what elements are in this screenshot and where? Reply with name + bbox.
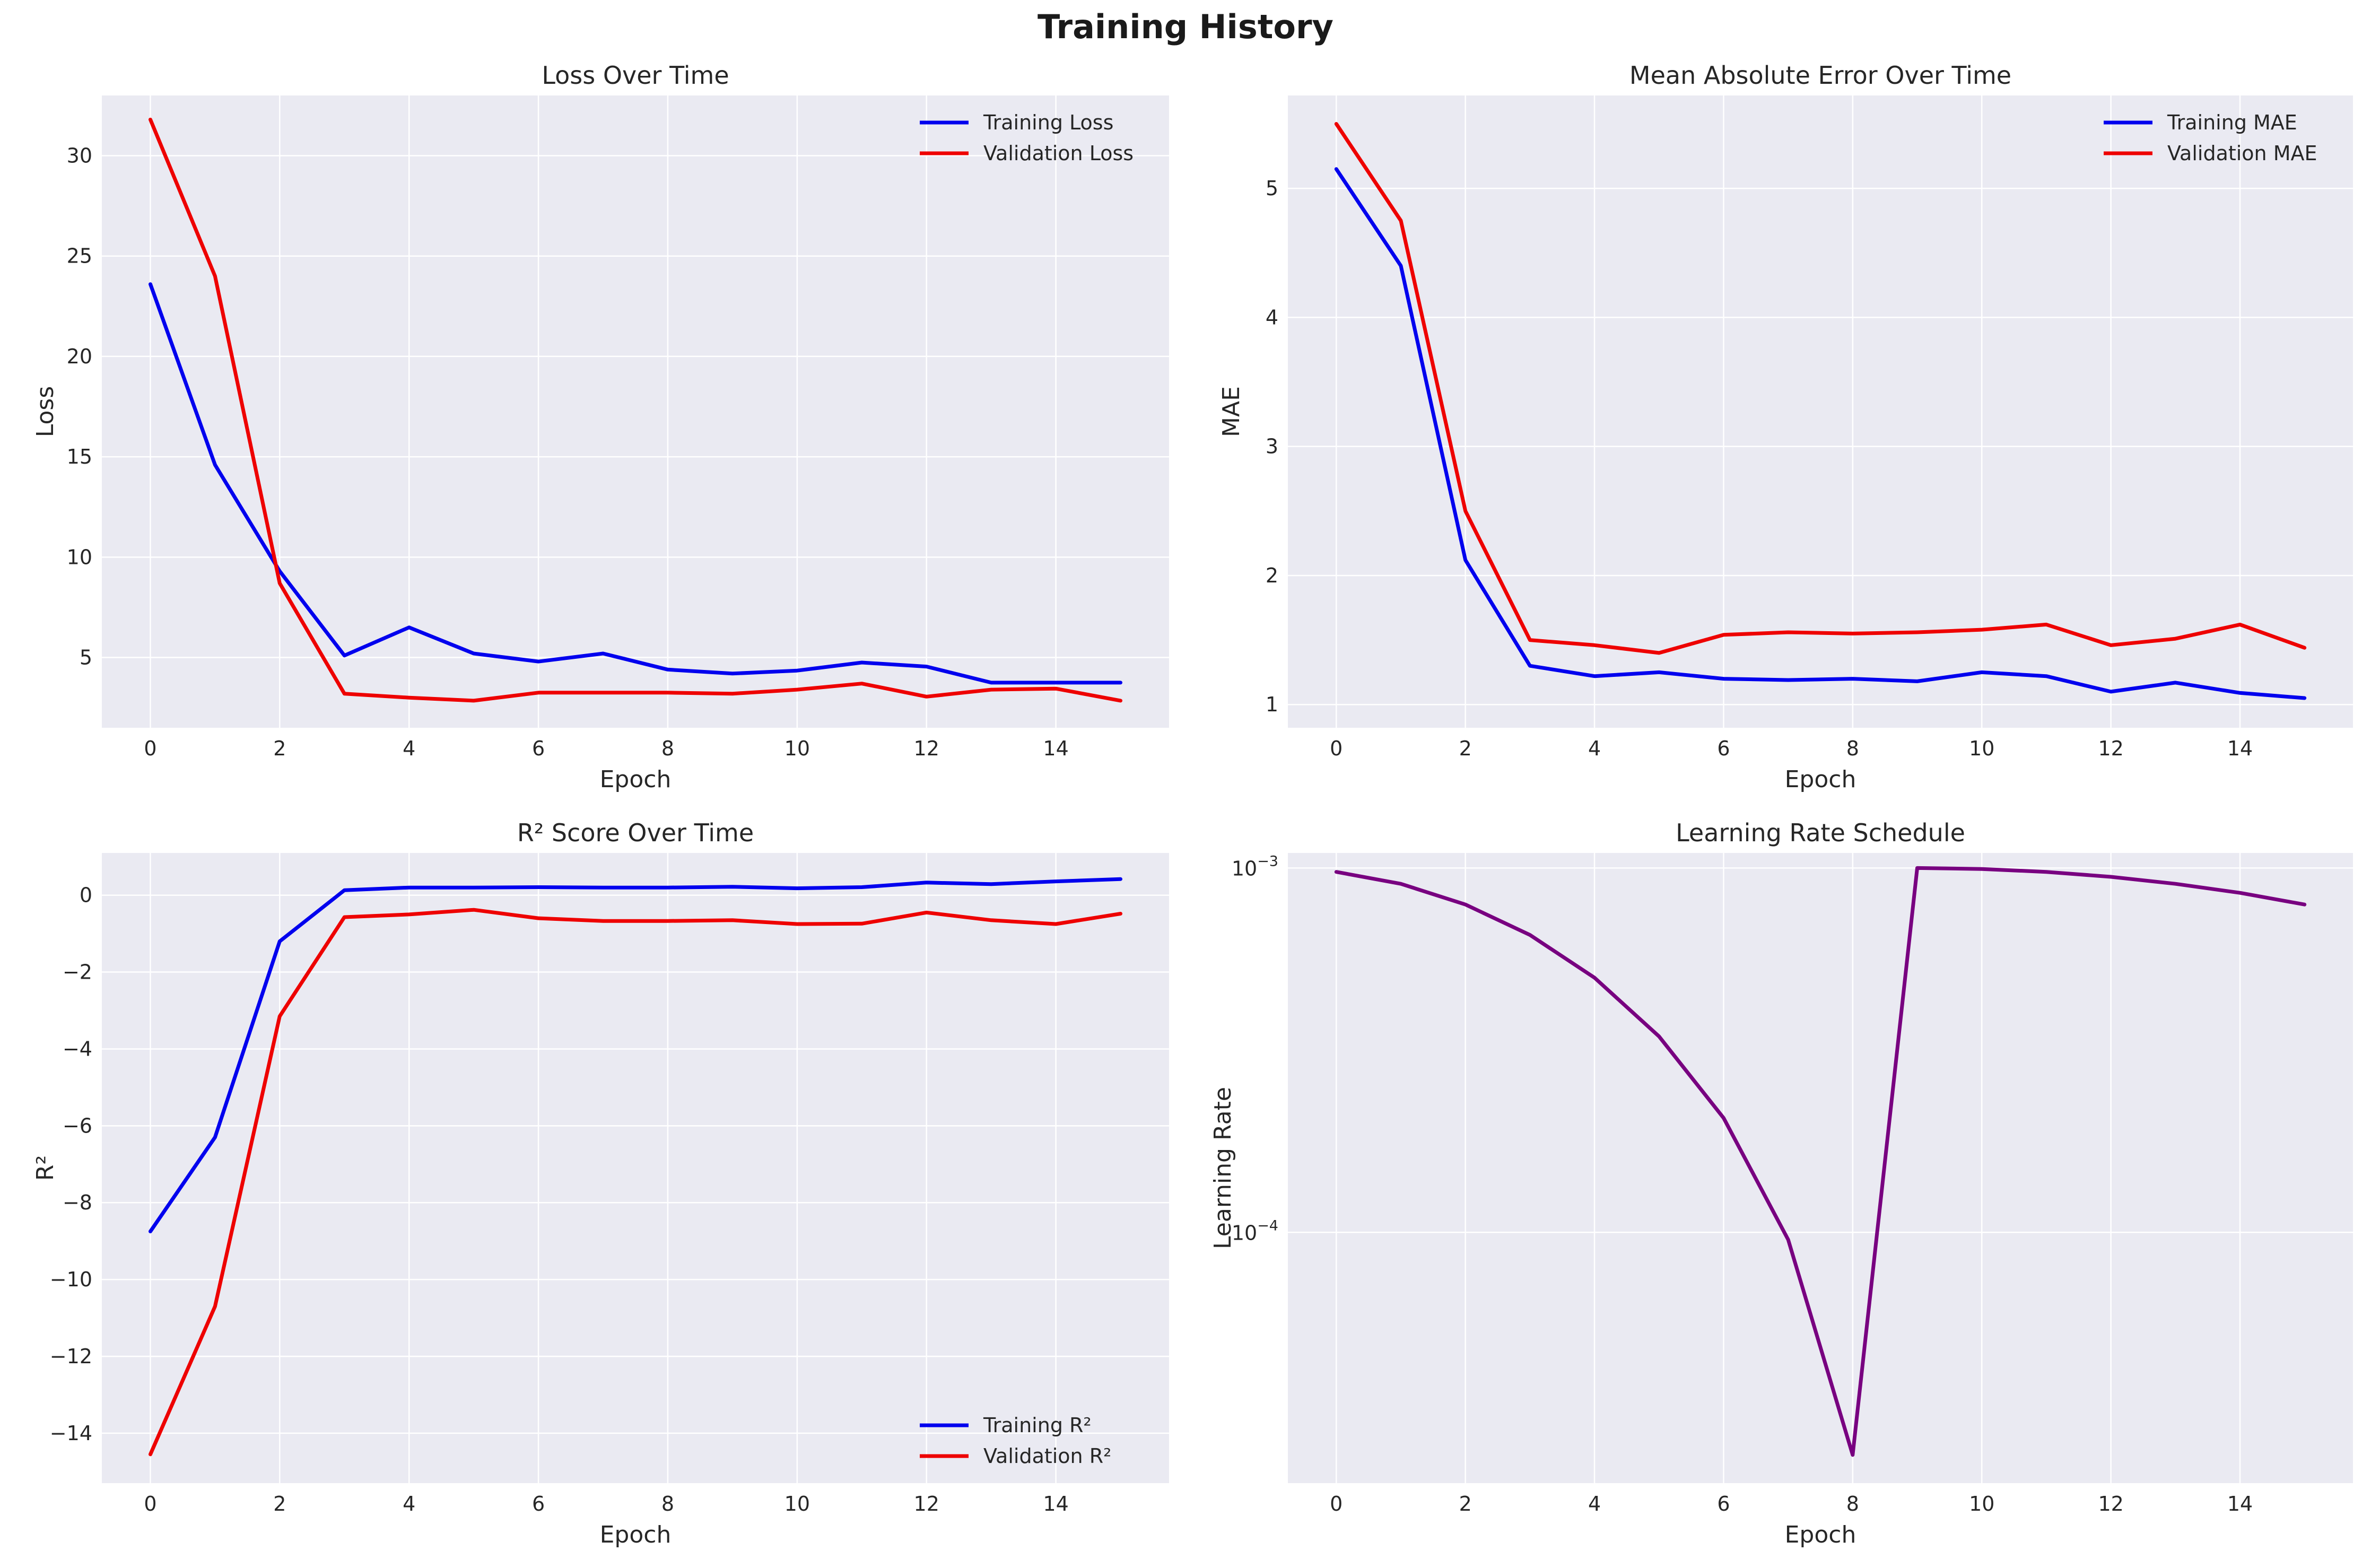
x-tick-label: 10 bbox=[784, 1492, 810, 1515]
x-tick-label: 10 bbox=[1969, 737, 1994, 760]
subplot-title: Loss Over Time bbox=[542, 61, 729, 90]
series-line bbox=[1334, 122, 2307, 655]
y-tick-label: 0 bbox=[80, 884, 92, 907]
x-tick-label: 4 bbox=[1588, 1492, 1601, 1515]
legend-label: Validation R² bbox=[983, 1444, 1111, 1468]
y-tick-label: 10 bbox=[67, 545, 92, 569]
plot-area bbox=[1288, 853, 2353, 1483]
y-tick-label: 25 bbox=[67, 245, 92, 268]
x-tick-label: 12 bbox=[2098, 737, 2123, 760]
y-axis-label: R² bbox=[32, 1155, 59, 1181]
y-tick-label: −12 bbox=[50, 1345, 92, 1368]
x-axis-label: Epoch bbox=[1785, 766, 1856, 793]
legend-label: Validation Loss bbox=[983, 142, 1134, 165]
y-tick-label: 3 bbox=[1266, 435, 1278, 458]
subplot-title: Mean Absolute Error Over Time bbox=[1629, 61, 2011, 90]
x-tick-label: 4 bbox=[403, 737, 415, 760]
y-tick-label: 1 bbox=[1266, 693, 1278, 716]
x-tick-label: 0 bbox=[144, 737, 156, 760]
x-tick-label: 8 bbox=[661, 737, 674, 760]
x-axis-label: Epoch bbox=[1785, 1521, 1856, 1548]
y-tick-label: 5 bbox=[1266, 177, 1278, 200]
y-tick-label: −2 bbox=[63, 961, 92, 984]
y-tick-label: 2 bbox=[1266, 564, 1278, 587]
series-line bbox=[1334, 866, 2307, 1457]
plot-area bbox=[102, 95, 1169, 728]
y-tick-label: 10−3 bbox=[1232, 853, 1278, 880]
x-tick-label: 8 bbox=[1846, 1492, 1859, 1515]
y-tick-label: 4 bbox=[1266, 306, 1278, 329]
series-line bbox=[149, 117, 1122, 703]
subplot-title: Learning Rate Schedule bbox=[1676, 818, 1965, 847]
series-line bbox=[1334, 167, 2307, 700]
y-tick-label: −4 bbox=[63, 1037, 92, 1060]
x-tick-label: 2 bbox=[273, 737, 286, 760]
y-tick-label: 10−4 bbox=[1232, 1217, 1278, 1244]
y-tick-label: −10 bbox=[50, 1268, 92, 1291]
series-line bbox=[149, 908, 1122, 1457]
x-tick-label: 8 bbox=[661, 1492, 674, 1515]
x-tick-label: 6 bbox=[1717, 1492, 1730, 1515]
legend-label: Training Loss bbox=[983, 111, 1113, 134]
y-tick-label: −6 bbox=[63, 1114, 92, 1137]
x-tick-label: 6 bbox=[1717, 737, 1730, 760]
y-axis-label: MAE bbox=[1218, 386, 1245, 437]
x-tick-label: 2 bbox=[1459, 1492, 1472, 1515]
x-tick-label: 14 bbox=[1043, 737, 1068, 760]
x-tick-label: 10 bbox=[1969, 1492, 1994, 1515]
x-tick-label: 14 bbox=[1043, 1492, 1068, 1515]
y-tick-label: −8 bbox=[63, 1191, 92, 1214]
y-axis-label: Loss bbox=[32, 386, 59, 438]
x-tick-label: 12 bbox=[914, 737, 939, 760]
legend-label: Training MAE bbox=[2167, 111, 2297, 134]
x-tick-label: 4 bbox=[1588, 737, 1601, 760]
x-tick-label: 8 bbox=[1846, 737, 1859, 760]
y-axis-label: Learning Rate bbox=[1209, 1087, 1236, 1249]
y-tick-label: 20 bbox=[67, 345, 92, 368]
x-tick-label: 6 bbox=[532, 737, 545, 760]
x-tick-label: 0 bbox=[1330, 737, 1343, 760]
x-tick-label: 4 bbox=[403, 1492, 415, 1515]
x-axis-label: Epoch bbox=[600, 1521, 672, 1548]
x-tick-label: 2 bbox=[273, 1492, 286, 1515]
x-tick-label: 6 bbox=[532, 1492, 545, 1515]
plot-area bbox=[102, 853, 1169, 1483]
x-tick-label: 12 bbox=[914, 1492, 939, 1515]
x-tick-label: 14 bbox=[2227, 1492, 2253, 1515]
subplot-title: R² Score Over Time bbox=[517, 818, 754, 847]
figure-title: Training History bbox=[1038, 7, 1333, 46]
x-tick-label: 2 bbox=[1459, 737, 1472, 760]
x-tick-label: 10 bbox=[784, 737, 810, 760]
x-tick-label: 0 bbox=[144, 1492, 156, 1515]
x-tick-label: 0 bbox=[1330, 1492, 1343, 1515]
y-tick-label: 15 bbox=[67, 445, 92, 468]
series-line bbox=[149, 282, 1122, 685]
y-tick-label: 5 bbox=[80, 646, 92, 669]
y-tick-label: 30 bbox=[67, 144, 92, 168]
legend-label: Training R² bbox=[983, 1414, 1092, 1437]
legend-label: Validation MAE bbox=[2167, 142, 2317, 165]
x-axis-label: Epoch bbox=[600, 766, 672, 793]
series-line bbox=[149, 877, 1122, 1233]
x-tick-label: 14 bbox=[2227, 737, 2253, 760]
x-tick-label: 12 bbox=[2098, 1492, 2123, 1515]
y-tick-label: −14 bbox=[50, 1422, 92, 1445]
